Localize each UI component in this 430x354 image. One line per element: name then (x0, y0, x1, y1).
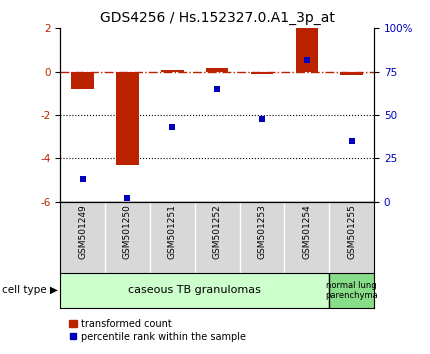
Bar (116, 72, 138, 165)
Text: GSM501254: GSM501254 (302, 204, 311, 259)
Legend: transformed count, percentile rank within the sample: transformed count, percentile rank withi… (65, 315, 249, 346)
Bar (329, 273, 374, 308)
Text: GSM501255: GSM501255 (347, 204, 356, 259)
Bar (206, 68, 228, 72)
Text: GSM501249: GSM501249 (78, 204, 87, 259)
Title: GDS4256 / Hs.152327.0.A1_3p_at: GDS4256 / Hs.152327.0.A1_3p_at (100, 11, 335, 24)
Point (304, 57, 310, 62)
Text: GSM501251: GSM501251 (168, 204, 177, 259)
Point (124, 195, 131, 201)
Point (214, 86, 221, 92)
Text: caseous TB granulomas: caseous TB granulomas (128, 285, 261, 295)
Bar (251, 72, 273, 74)
Point (79, 176, 86, 182)
Bar (341, 72, 363, 75)
Bar (60, 273, 329, 308)
Text: normal lung
parenchyma: normal lung parenchyma (326, 281, 378, 300)
Text: cell type ▶: cell type ▶ (2, 285, 58, 295)
Text: GSM501252: GSM501252 (213, 204, 221, 259)
Bar (296, 28, 318, 72)
Bar (161, 70, 184, 72)
Point (258, 116, 265, 121)
Text: GSM501253: GSM501253 (258, 204, 267, 259)
Text: GSM501250: GSM501250 (123, 204, 132, 259)
Point (169, 124, 176, 130)
Point (348, 138, 355, 144)
Bar (71, 72, 94, 90)
